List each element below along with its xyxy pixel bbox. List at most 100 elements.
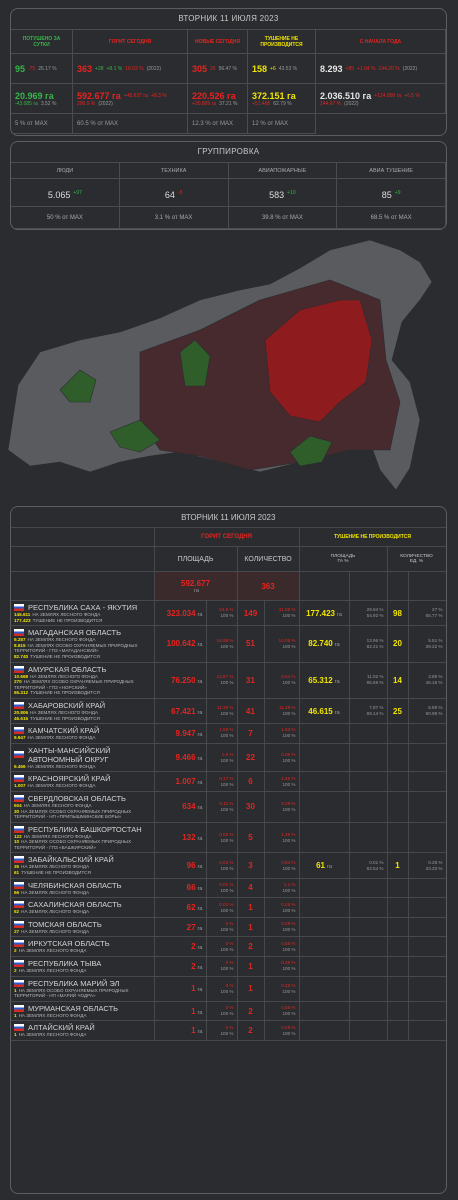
blank-cell	[408, 1020, 446, 1041]
blank-cell	[11, 571, 155, 601]
area-share: 0 %	[225, 940, 234, 946]
detail-text: НА ЗЕМЛЯХ ЛЕСНОГО ФОНДА	[30, 673, 98, 679]
area: 67.421	[171, 706, 196, 716]
count-share: 100 %	[282, 907, 296, 913]
ns-area-header: ПЛОЩАДЬ ГА %	[299, 546, 388, 572]
blank-cell	[408, 723, 446, 744]
region-detail: 177.423 ТУШЕНИЕ НЕ ПРОИЗВОДИТСЯ	[14, 618, 151, 624]
summary-detail: +1.04 %	[357, 65, 376, 72]
area-share-cell: 0.02 % 100 %	[206, 822, 238, 854]
region-cell: ЗАБАЙКАЛЬСКИЙ КРАЙ 35 НА ЗЕМЛЯХ ЛЕСНОГО ФО…	[11, 852, 155, 879]
ns-count: 14	[387, 662, 409, 699]
detail-number: 82.740	[14, 653, 29, 659]
area-share-cell: 0 % 100 %	[206, 1001, 238, 1022]
blank-cell	[299, 571, 350, 601]
group-value: 64	[164, 190, 175, 200]
detail-number: 2	[14, 968, 17, 974]
area-share: 100 %	[220, 680, 234, 686]
ns-area-label: ПЛОЩАДЬ	[330, 554, 356, 559]
region-row: САХАЛИНСКАЯ ОБЛАСТЬ 62 НА ЗЕМЛЯХ ЛЕСНОГО Ф…	[11, 897, 446, 918]
region-row: ХАБАРОВСКИЙ КРАЙ 20.806 НА ЗЕМЛЯХ ЛЕСНОГО …	[11, 698, 446, 725]
region-flag	[14, 629, 24, 637]
summary-value: 60.5 % от MAX	[77, 120, 118, 127]
detail-number: 20.806	[14, 709, 29, 715]
ns-area-share-cell: 11.02 % 85.66 %	[349, 662, 388, 699]
area: 62	[186, 903, 196, 913]
area-share: 0.17 %	[219, 775, 234, 781]
area-cell: 132 га	[154, 822, 207, 854]
count-share: 100 %	[282, 887, 296, 893]
region-name: РЕСПУБЛИКА БАШКОРТОСТАН	[28, 824, 142, 834]
region-cell: ЧЕЛЯБИНСКАЯ ОБЛАСТЬ 66 НА ЗЕМЛЯХ ЛЕСНОГО Ф…	[11, 878, 155, 899]
blank-cell	[349, 771, 388, 792]
summary-value: 158	[252, 63, 268, 74]
detail-text: НА ЗЕМЛЯХ ЛЕСНОГО ФОНДА	[27, 637, 96, 643]
area-share: 0 %	[225, 960, 234, 966]
count: 2	[237, 1020, 265, 1041]
region-cell: РЕСПУБЛИКА МАРИЙ ЭЛ 1 НА ЗЕМЛЯХ ОСОБО ОХРА…	[11, 976, 155, 1002]
blank-cell	[349, 723, 388, 744]
detail-text: НА ЗЕМЛЯХ ЛЕСНОГО ФОНДА	[23, 833, 92, 839]
blank-cell	[349, 571, 388, 601]
blank-cell	[387, 897, 409, 918]
unit: га	[336, 611, 342, 618]
region-detail: 10 НА ЗЕМЛЯХ ОСОБО ОХРАНЯЕМЫХ ПРИРОДНЫХ Т…	[14, 839, 151, 850]
count-share: 100 %	[282, 806, 296, 812]
area-cell: 67.421 га	[154, 698, 207, 725]
detail-number: 10	[14, 839, 20, 845]
count: 51	[237, 625, 265, 663]
group-label: АВИАПОЖАРНЫЕ	[228, 163, 338, 179]
region-name: РЕСПУБЛИКА ТЫВА	[28, 959, 102, 969]
summary-value: 95	[15, 63, 26, 74]
ns-area-cell: 82.740 га	[299, 625, 350, 663]
detail-text: НА ЗЕМЛЯХ ОСОБО ОХРАНЯЕМЫХ ПРИРОДНЫХ ТЕР…	[14, 839, 132, 850]
region-detail: 35 НА ЗЕМЛЯХ ЛЕСНОГО ФОНДА	[14, 864, 151, 870]
area-share-cell: 0.11 % 100 %	[206, 791, 238, 823]
region-flag	[14, 751, 24, 759]
count: 149	[237, 600, 265, 627]
region-flag	[14, 727, 24, 735]
count-share-cell: 0.55 % 100 %	[264, 936, 300, 958]
count-share-cell: 14.05 % 100 %	[264, 625, 300, 663]
summary-value: 12.3 % от MAX	[192, 120, 233, 127]
region-head: САХАЛИНСКАЯ ОБЛАСТЬ	[14, 900, 151, 909]
map-region-extinguished	[179, 339, 211, 387]
count-share: 100 %	[282, 680, 296, 686]
area-share: 100 %	[220, 806, 234, 812]
detail-number: 30	[14, 808, 20, 814]
region-flag	[14, 960, 24, 968]
ns-count-share: 39.22 %	[425, 643, 443, 649]
ns-area-share: 85.66 %	[366, 680, 384, 686]
blank-cell	[408, 771, 446, 792]
count-share: 8.54 %	[281, 674, 296, 680]
count-share: 0.28 %	[281, 960, 296, 966]
total-area: 592.677	[181, 578, 210, 588]
region-detail: 1 НА ЗЕМЛЯХ ЛЕСНОГО ФОНДА	[14, 1032, 151, 1038]
summary-cell: 5 % от MAX	[11, 114, 73, 134]
summary-detail: 26.17 %	[38, 65, 57, 72]
region-name: САХАЛИНСКАЯ ОБЛАСТЬ	[28, 900, 122, 910]
detail-number: 2	[14, 948, 17, 954]
group-value: 85	[381, 190, 392, 200]
detail-number: 9.947	[14, 735, 26, 741]
area-share: 100 %	[220, 927, 234, 933]
region-cell: АЛТАЙСКИЙ КРАЙ 1 НА ЗЕМЛЯХ ЛЕСНОГО ФОНДА	[11, 1020, 155, 1041]
blank-cell	[387, 1020, 409, 1041]
area-cell: 100.642 га	[154, 625, 207, 663]
summary-cell: 305 26 56.47 %	[188, 54, 248, 84]
detail-text: НА ЗЕМЛЯХ ЛЕСНОГО ФОНДА	[18, 1012, 87, 1018]
summary-value: 305	[192, 63, 208, 74]
group-value: 5.065	[47, 190, 71, 200]
count-share: 100 %	[282, 1011, 296, 1017]
region-cell: КРАСНОЯРСКИЙ КРАЙ 1.007 НА ЗЕМЛЯХ ЛЕСНОГО …	[11, 771, 155, 792]
region-head: ТОМСКАЯ ОБЛАСТЬ	[14, 920, 151, 929]
blank-cell	[408, 897, 446, 918]
area-cell: 62 га	[154, 897, 207, 918]
column-label: ПОТУШЕНО ЗА СУТКИ	[11, 30, 73, 54]
count-share: 8.26 %	[281, 800, 296, 806]
unit: га	[334, 678, 340, 685]
region-name: АМУРСКАЯ ОБЛАСТЬ	[28, 664, 107, 674]
summary-detail: (2022)	[146, 65, 162, 72]
region-detail: 2 НА ЗЕМЛЯХ ЛЕСНОГО ФОНДА	[14, 948, 151, 954]
region-detail: 1 НА ЗЕМЛЯХ ОСОБО ОХРАНЯЕМЫХ ПРИРОДНЫХ ТЕ…	[14, 988, 151, 999]
